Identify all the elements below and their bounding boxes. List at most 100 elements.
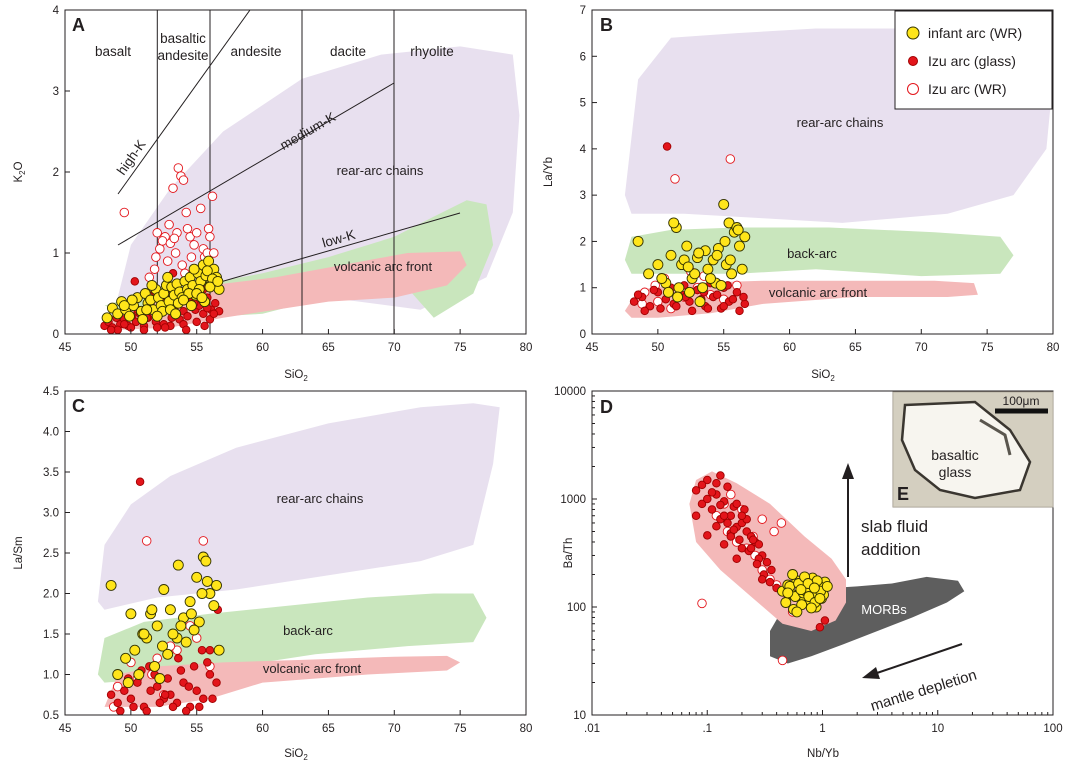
point-infant-arc-wr- [694, 296, 706, 308]
point-infant-arc-wr- [212, 275, 224, 287]
panel-d-morb-label: MORBs [861, 602, 907, 617]
point-izu-arc-glass- [195, 702, 204, 712]
point-infant-arc-wr- [126, 294, 138, 306]
panel-c-letter: C [72, 396, 85, 416]
x-tick-label: 65 [849, 342, 862, 354]
point-izu-arc-glass- [703, 304, 713, 313]
point-infant-arc-wr- [188, 263, 200, 275]
point-izu-arc-glass- [200, 321, 209, 331]
field-basaltic-andesite: andesite [157, 48, 208, 63]
point-infant-arc-wr- [208, 600, 220, 612]
point-infant-arc-wr- [164, 604, 176, 616]
y-tick-label: 3 [580, 190, 586, 202]
point-izu-arc-wr- [152, 228, 162, 238]
x-tick-label: 50 [124, 723, 137, 735]
point-infant-arc-wr- [167, 628, 179, 640]
x-tick-label: 60 [783, 342, 796, 354]
point-infant-arc-wr- [665, 249, 677, 261]
x-tick-label: 50 [651, 342, 664, 354]
mantle-depletion-arrow [862, 643, 963, 679]
point-infant-arc-wr- [185, 300, 197, 312]
point-izu-arc-glass- [181, 325, 191, 334]
x-tick-label: 80 [1047, 342, 1060, 354]
point-izu-arc-glass- [815, 622, 825, 632]
point-izu-arc-glass- [765, 577, 775, 587]
panel-a-letter: A [72, 15, 85, 35]
x-tick-label: 45 [59, 342, 72, 354]
point-izu-arc-glass- [740, 299, 750, 309]
point-infant-arc-wr- [715, 279, 727, 291]
point-izu-arc-wr- [198, 536, 209, 546]
point-izu-arc-glass- [205, 670, 215, 679]
point-infant-arc-wr- [162, 271, 174, 283]
point-infant-arc-wr- [118, 300, 130, 312]
point-infant-arc-wr- [185, 608, 197, 620]
point-izu-arc-glass- [199, 309, 208, 319]
point-izu-arc-glass- [712, 521, 721, 531]
point-infant-arc-wr- [124, 310, 135, 322]
point-izu-arc-glass- [735, 535, 744, 544]
point-infant-arc-wr- [204, 281, 216, 293]
point-izu-arc-glass- [199, 694, 208, 704]
slab-fluid-arrow [842, 463, 854, 577]
point-infant-arc-wr- [814, 592, 826, 604]
point-infant-arc-wr- [133, 669, 145, 680]
point-infant-arc-wr- [196, 292, 208, 304]
y-tick-label: 4 [580, 144, 587, 156]
point-izu-arc-glass- [203, 658, 212, 667]
point-izu-arc-glass- [155, 698, 165, 708]
point-izu-arc-glass- [712, 290, 722, 299]
point-izu-arc-wr- [769, 526, 779, 537]
point-izu-arc-wr- [112, 681, 123, 692]
point-infant-arc-wr- [162, 648, 174, 660]
x-tick-label: 75 [981, 342, 994, 354]
point-izu-arc-glass- [645, 301, 655, 311]
panel-e-letter: E [897, 484, 909, 504]
point-infant-arc-wr- [711, 249, 723, 261]
x-tick-label: 70 [388, 723, 401, 735]
point-izu-arc-wr- [157, 236, 168, 246]
y-tick-label: 3.5 [43, 467, 59, 479]
panel-d-ticks: .01 .1 1 10 100 10 100 1000 10000 [554, 386, 1063, 735]
point-infant-arc-wr- [101, 312, 113, 324]
point-infant-arc-wr- [178, 294, 189, 306]
panel-b-xlabel: SiO2 [811, 369, 835, 383]
point-izu-arc-glass- [142, 706, 151, 715]
x-tick-label: 75 [454, 342, 467, 354]
inset-text-1: basaltic [931, 447, 978, 463]
point-izu-arc-glass- [181, 706, 191, 715]
point-infant-arc-wr- [668, 217, 680, 229]
point-infant-arc-wr- [689, 268, 701, 280]
y-tick-label: 6 [580, 51, 586, 63]
point-izu-arc-wr- [776, 518, 787, 528]
point-izu-arc-glass- [168, 702, 178, 712]
panel-a-classification-lines [117, 10, 461, 334]
point-izu-arc-glass- [106, 325, 116, 334]
y-tick-label: 7 [580, 5, 586, 17]
legend-marker-wr [907, 83, 919, 95]
region-rear-arc-chains [97, 403, 500, 610]
point-izu-arc-glass- [116, 706, 125, 715]
x-tick-label: 75 [454, 723, 467, 735]
point-infant-arc-wr- [200, 555, 212, 567]
panel-b-letter: B [600, 15, 613, 35]
x-tick-label: 55 [717, 342, 730, 354]
point-izu-arc-wr- [205, 232, 215, 242]
point-izu-arc-glass- [106, 690, 116, 700]
point-infant-arc-wr- [193, 616, 205, 628]
x-tick-label: 10 [931, 723, 944, 735]
point-infant-arc-wr- [672, 291, 684, 303]
panel-a-ylabel: K2O [13, 161, 27, 182]
point-infant-arc-wr- [129, 644, 141, 656]
point-izu-arc-glass- [656, 304, 665, 313]
panel-b-points [629, 142, 751, 316]
point-izu-arc-glass- [687, 306, 697, 316]
y-tick-label: 2.0 [43, 589, 59, 601]
point-izu-arc-glass- [212, 678, 221, 687]
point-infant-arc-wr- [662, 286, 674, 298]
point-izu-arc-wr- [181, 207, 191, 218]
point-infant-arc-wr- [125, 608, 137, 620]
point-infant-arc-wr- [736, 263, 748, 275]
